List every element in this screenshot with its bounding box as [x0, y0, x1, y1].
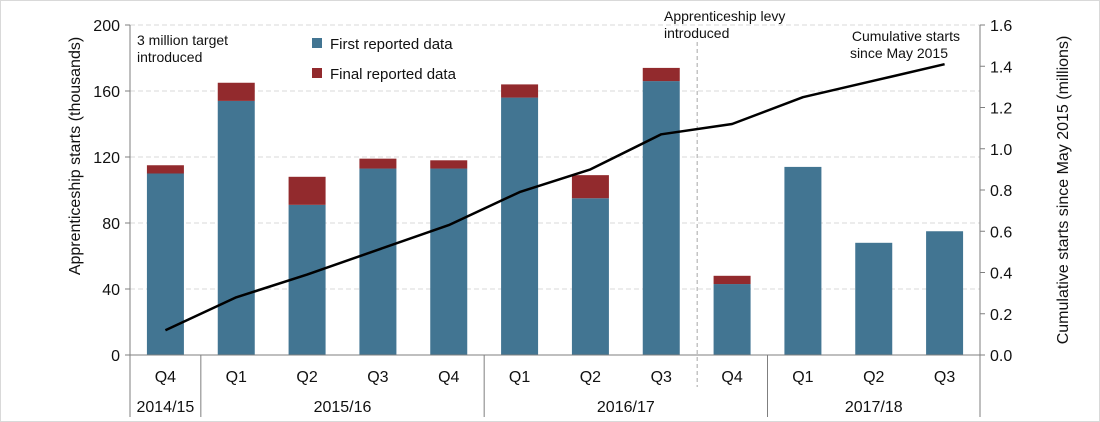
category-labels: Q4 Q1 Q2 Q3 Q4 Q1 Q2 Q3 Q4 Q1 Q2 Q3 2014/15 2015/16 20…	[136, 369, 955, 416]
bar-first-reported	[359, 168, 397, 355]
y-tick-label-right: 0.2	[990, 307, 1012, 324]
y-tick-label-right: 1.6	[990, 18, 1012, 35]
annotation-levy-line1: Apprenticeship levy	[664, 8, 785, 24]
y-tick-label-left: 120	[93, 150, 120, 167]
legend-label-first: First reported data	[330, 36, 453, 53]
legend: First reported data Final reported data	[312, 36, 457, 83]
annotation-levy-line2: introduced	[664, 25, 729, 41]
cumulative-line-layer	[164, 62, 945, 332]
annotation-cumulative: Cumulative starts since May 2015	[850, 28, 960, 61]
bar-final-reported	[571, 175, 609, 199]
y-tick-label-right: 1.0	[990, 142, 1012, 159]
y-tick-label-left: 200	[93, 18, 120, 35]
bar-first-reported	[713, 284, 751, 355]
bar-final-reported	[501, 84, 539, 98]
bar-first-reported	[146, 173, 184, 355]
y-tick-label-right: 0.6	[990, 224, 1012, 241]
annotation-target: 3 million target introduced	[137, 32, 228, 65]
x-category-label: Q4	[155, 369, 176, 386]
x-category-label: Q4	[721, 369, 742, 386]
cumulative-line	[164, 62, 945, 332]
y-tick-label-left: 40	[102, 282, 120, 299]
y-tick-label-right: 0.8	[990, 183, 1012, 200]
x-category-label: Q2	[296, 369, 317, 386]
bar-first-reported	[571, 198, 609, 355]
x-category-label: Q1	[792, 369, 813, 386]
x-year-label: 2017/18	[845, 399, 903, 416]
x-year-label: 2016/17	[597, 399, 655, 416]
y-tick-label-right: 0.0	[990, 348, 1012, 365]
bar-first-reported	[642, 81, 680, 355]
x-category-label: Q4	[438, 369, 459, 386]
y-axis-title-left: Apprenticeship starts (thousands)	[67, 37, 84, 275]
y-tick-label-right: 1.4	[990, 59, 1012, 76]
axes	[125, 24, 985, 417]
annotation-target-line2: introduced	[137, 49, 202, 65]
y-tick-label-right: 1.2	[990, 101, 1012, 118]
x-category-label: Q1	[509, 369, 530, 386]
gridlines	[130, 24, 980, 290]
bar-first-reported	[288, 204, 326, 355]
x-category-label: Q3	[651, 369, 672, 386]
bar-first-reported	[430, 168, 468, 355]
bar-final-reported	[217, 82, 255, 101]
bar-first-reported	[926, 231, 964, 355]
y-tick-label-left: 80	[102, 216, 120, 233]
x-category-label: Q2	[863, 369, 884, 386]
x-year-label: 2015/16	[314, 399, 372, 416]
annotation-target-line1: 3 million target	[137, 32, 228, 48]
y-tick-label-right: 0.4	[990, 266, 1012, 283]
bar-final-reported	[146, 165, 184, 174]
legend-label-final: Final reported data	[330, 66, 457, 83]
bar-final-reported	[642, 67, 680, 82]
bar-first-reported	[855, 242, 893, 355]
y-tick-label-left: 0	[111, 348, 120, 365]
bars	[146, 67, 964, 356]
tick-labels: 0 40 80 120 160 200 0.0 0.2 0.4 0.6 0.8 1.0 1.2 1.4 1.…	[93, 18, 1012, 365]
x-category-label: Q1	[226, 369, 247, 386]
annotation-cumulative-line1: Cumulative starts	[852, 28, 960, 44]
y-tick-label-left: 160	[93, 84, 120, 101]
bar-final-reported	[288, 176, 326, 205]
annotation-levy: Apprenticeship levy introduced	[664, 8, 785, 41]
x-category-label: Q2	[580, 369, 601, 386]
annotation-cumulative-line2: since May 2015	[850, 45, 948, 61]
bar-first-reported	[784, 166, 822, 355]
legend-swatch-final	[312, 68, 322, 78]
legend-swatch-first	[312, 38, 322, 48]
bar-final-reported	[430, 160, 468, 169]
bar-final-reported	[713, 275, 751, 285]
bar-first-reported	[217, 100, 255, 356]
x-year-label: 2014/15	[136, 399, 194, 416]
x-category-label: Q3	[367, 369, 388, 386]
bar-first-reported	[501, 97, 539, 355]
y-axis-title-right: Cumulative starts since May 2015 (millio…	[1055, 36, 1072, 345]
bar-final-reported	[359, 158, 397, 169]
x-category-label: Q3	[934, 369, 955, 386]
